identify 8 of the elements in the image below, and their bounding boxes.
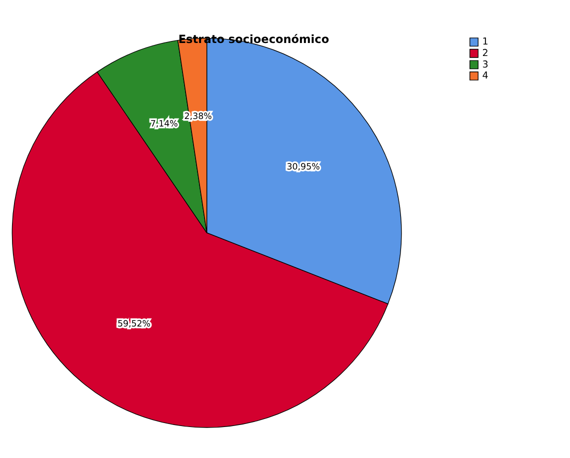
data-label: 7,14% bbox=[150, 120, 178, 130]
data-label: 30,95% bbox=[286, 162, 320, 173]
chart-title: Estrato socioeconómico bbox=[178, 32, 330, 46]
legend-label: 3 bbox=[482, 59, 488, 70]
data-label: 59,52% bbox=[117, 320, 151, 330]
legend-label: 1 bbox=[482, 36, 488, 48]
legend-label: 2 bbox=[482, 48, 488, 59]
legend-label: 4 bbox=[482, 70, 488, 82]
